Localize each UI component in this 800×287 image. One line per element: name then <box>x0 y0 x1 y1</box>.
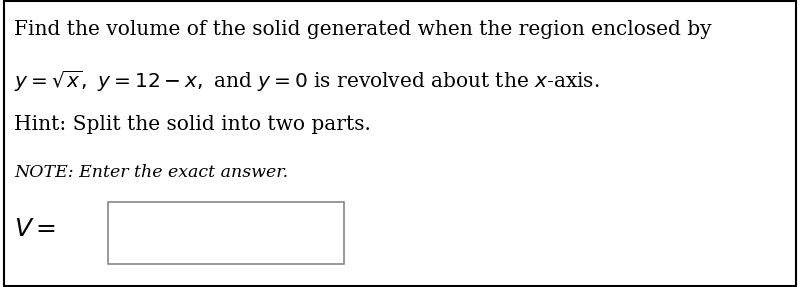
Text: NOTE: Enter the exact answer.: NOTE: Enter the exact answer. <box>14 164 289 181</box>
Text: Find the volume of the solid generated when the region enclosed by: Find the volume of the solid generated w… <box>14 20 712 39</box>
Text: $y = \sqrt{x},\ y = 12 - x,$ and $y = 0$ is revolved about the $x$-axis.: $y = \sqrt{x},\ y = 12 - x,$ and $y = 0$… <box>14 69 600 94</box>
FancyBboxPatch shape <box>108 202 344 264</box>
Text: $V =$: $V =$ <box>14 218 57 241</box>
Text: Hint: Split the solid into two parts.: Hint: Split the solid into two parts. <box>14 115 371 134</box>
